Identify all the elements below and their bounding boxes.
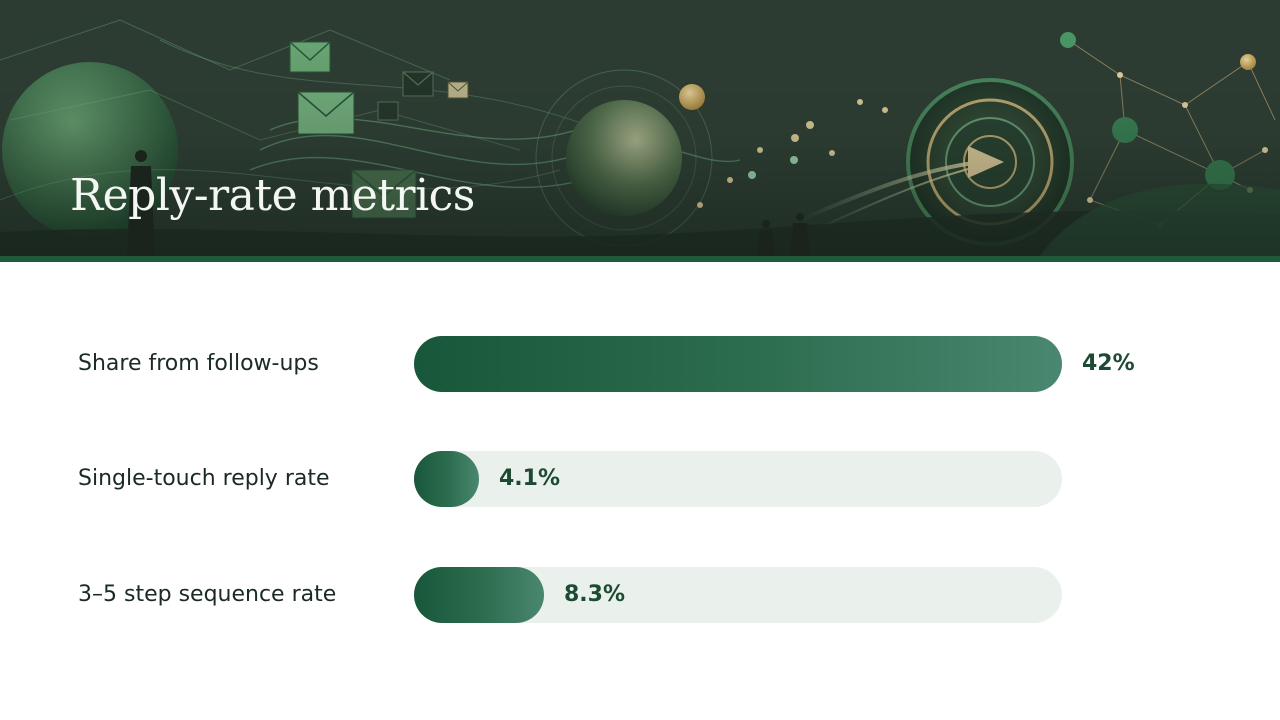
bar-fill [414,336,1062,392]
category-label: Share from follow-ups [78,351,319,376]
bar-row: 3–5 step sequence rate 8.3% [0,567,1280,623]
value-label: 42% [1082,351,1135,376]
bar-track [414,567,1062,623]
category-label: 3–5 step sequence rate [78,582,337,607]
value-label: 8.3% [564,582,626,607]
banner-divider [0,256,1280,262]
bar-row: Single-touch reply rate 4.1% [0,451,1280,507]
bar-fill [414,567,544,623]
value-label: 4.1% [499,466,561,491]
header-banner: Reply-rate metrics [0,0,1280,256]
page-title: Reply-rate metrics [70,170,475,221]
bar-track [414,451,1062,507]
bar-fill [414,451,479,507]
bar-chart: Share from follow-ups 42% Single-touch rep… [0,262,1280,720]
bar-track [414,336,1062,392]
banner-illustration [0,0,1280,256]
category-label: Single-touch reply rate [78,466,330,491]
bar-row: Share from follow-ups 42% [0,336,1280,392]
